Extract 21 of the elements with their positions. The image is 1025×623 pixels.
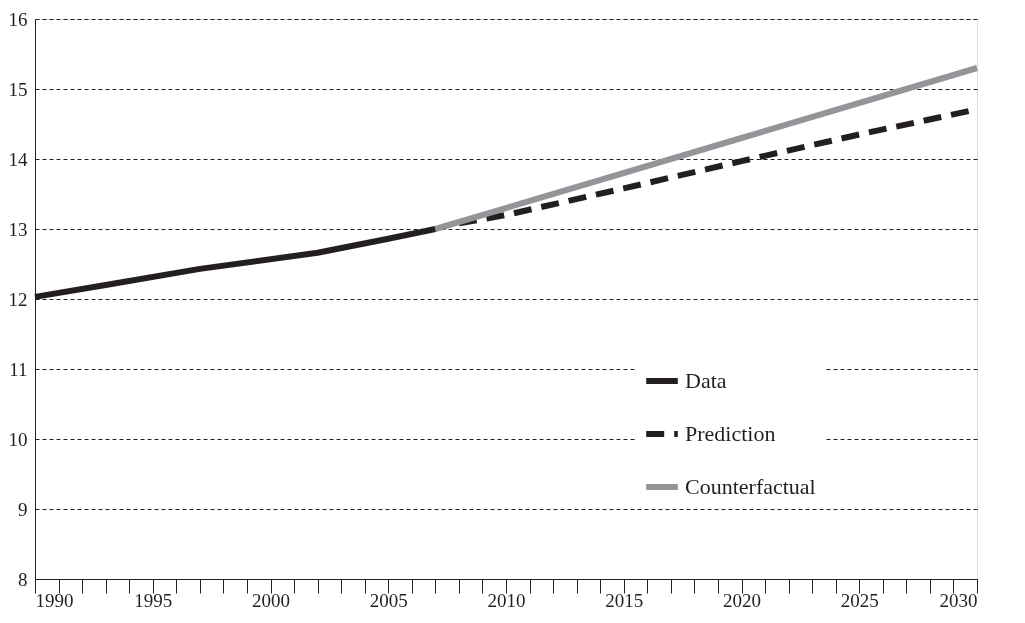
x-tick-label: 2005 <box>369 589 408 611</box>
y-tick-label: 14 <box>8 148 28 170</box>
legend-label: Data <box>685 368 727 393</box>
y-tick-label: 11 <box>9 358 28 380</box>
legend-label: Counterfactual <box>685 474 816 499</box>
x-tick-label: 2000 <box>252 589 290 611</box>
x-tick-label: 1990 <box>35 589 74 611</box>
x-tick-label: 1995 <box>134 589 173 611</box>
x-tick-label: 2025 <box>840 589 879 611</box>
x-tick-label: 2020 <box>723 589 761 611</box>
y-tick-label: 13 <box>8 218 28 240</box>
y-tick-label: 16 <box>8 8 28 30</box>
y-tick-label: 9 <box>18 498 28 520</box>
y-tick-label: 12 <box>8 288 28 310</box>
y-tick-label: 10 <box>8 428 28 450</box>
x-tick-label: 2015 <box>605 589 644 611</box>
y-tick-label: 8 <box>18 568 28 590</box>
y-tick-label: 15 <box>8 78 28 100</box>
x-tick-label: 2010 <box>487 589 526 611</box>
legend-label: Prediction <box>685 421 776 446</box>
x-tick-label: 2030 <box>939 589 978 611</box>
